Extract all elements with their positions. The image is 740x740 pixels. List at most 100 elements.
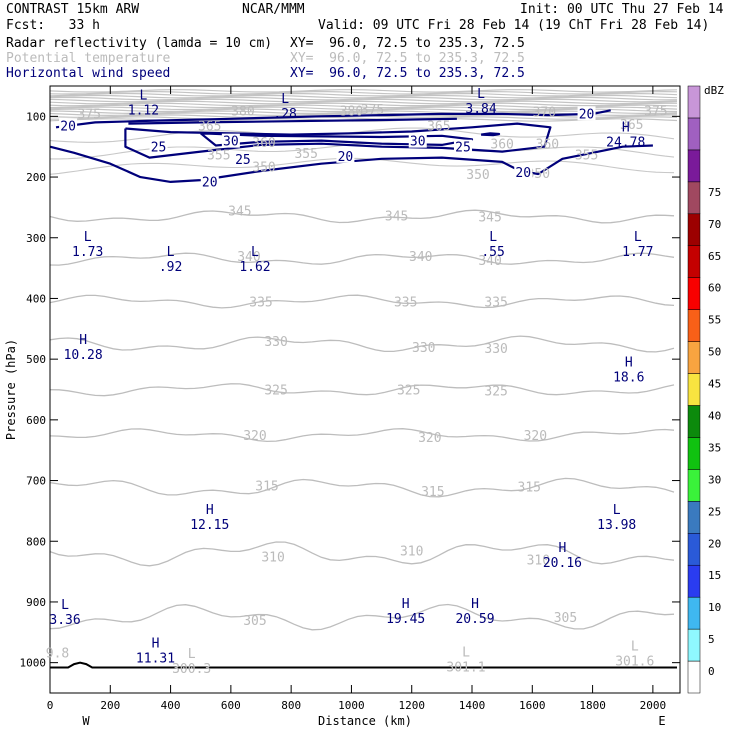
x-tick-label: 1400 [459, 699, 486, 712]
theta-contour-label: 315 [518, 481, 541, 496]
y-axis: 100 200 300 400 500 600 700 800 900 1000 Pressure … [4, 110, 680, 670]
theta-isentrope-upper [49, 94, 678, 99]
extremum-marker: L [477, 87, 485, 102]
theta-contour-label: 310 [261, 550, 284, 565]
colorbar-unit: dBZ [704, 84, 724, 97]
wind-label-bg [453, 139, 472, 154]
theta-contour-label: 350 [527, 167, 550, 182]
theta-contour-label: 355 [207, 149, 230, 164]
colorbar-cell [687, 277, 701, 310]
theta-contour-label: 375 [77, 107, 100, 122]
y-tick-label: 100 [26, 110, 46, 123]
theta-isentrope [49, 294, 675, 309]
theta-contour-label: 305 [554, 611, 577, 626]
terrain-surface-line [50, 661, 677, 669]
extremum-marker: H [559, 541, 567, 556]
theta-isentrope-upper [49, 102, 677, 107]
colorbar-tick-label: 25 [708, 505, 721, 518]
colorbar-cell [687, 117, 701, 151]
y-tick-label: 500 [26, 353, 46, 366]
colorbar-cell [687, 245, 701, 278]
wind-label-bg [200, 174, 219, 189]
theta-contour-label: 325 [264, 384, 287, 399]
theta-isentrope-upper [49, 108, 678, 113]
theta-contour-label: 345 [478, 211, 501, 226]
field-reflectivity-xy: XY= 96.0, 72.5 to 235.3, 72.5 [290, 36, 525, 51]
y-tick-label: 900 [26, 596, 46, 609]
wind-contour-label: 25 [235, 153, 251, 168]
field-theta-name: Potential temperature [6, 51, 171, 66]
colorbar-cell [687, 213, 701, 246]
theta-contour-label: 335 [484, 295, 507, 310]
theta-isentrope-upper [49, 98, 678, 103]
x-tick-label: 1200 [398, 699, 425, 712]
extremum-value: 301.6 [615, 655, 654, 670]
colorbar-cell [687, 437, 701, 470]
y-tick-label: 700 [26, 475, 46, 488]
extremum-value: 301.1 [446, 661, 485, 676]
wind-contour-label: 20 [202, 175, 218, 190]
extremum-marker: H [471, 597, 479, 612]
extremum-value: .28 [273, 107, 296, 122]
extremum-value: 19.45 [386, 612, 425, 627]
theta-contour-label: 355 [575, 149, 598, 164]
extremum-marker: H [622, 121, 630, 136]
theta-isentrope [49, 335, 675, 353]
theta-contour-label: 365 [427, 119, 450, 134]
x-tick-label: 1000 [338, 699, 365, 712]
extremum-value: 10.28 [64, 348, 103, 363]
theta-isentrope [49, 252, 675, 266]
theta-contour-label: 350 [466, 168, 489, 183]
extremum-marker: L [251, 245, 259, 260]
theta-isentrope [49, 428, 675, 443]
theta-isentrope [49, 541, 675, 567]
theta-contour-label: 360 [536, 138, 559, 153]
theta-isentrope-upper [49, 100, 678, 105]
wind-speed-contours [49, 109, 677, 669]
extremum-marker: H [79, 333, 87, 348]
theta-contour-label: 345 [228, 204, 251, 219]
theta-contour-label: 325 [484, 385, 507, 400]
theta-contour-label: 310 [400, 544, 423, 559]
plot-border [49, 85, 681, 694]
wind-contour-label: 20 [515, 166, 531, 181]
colorbar-tick-label: 35 [708, 441, 721, 454]
plot-frame [49, 85, 681, 694]
wind-contour-label: 20 [60, 119, 76, 134]
theta-isentrope [49, 209, 675, 224]
extremum-value: 1.77 [622, 245, 653, 260]
valid-time: Valid: 09 UTC Fri 28 Feb 14 (19 ChT Fri … [318, 18, 710, 33]
theta-contour-label: 345 [385, 209, 408, 224]
theta-contour-label: 355 [294, 147, 317, 162]
extremum-marker: L [489, 230, 497, 245]
field-wind-name: Horizontal wind speed [6, 66, 171, 81]
wind-contour-label: 25 [151, 141, 167, 156]
x-tick-label: 0 [47, 699, 54, 712]
theta-contour-label: 375 [361, 103, 384, 118]
extremum-value: 1.62 [239, 260, 270, 275]
extremum-value: 300.3 [172, 662, 211, 677]
wind-label-bg [149, 139, 168, 154]
theta-contours [49, 89, 678, 631]
theta-contour-label: 325 [397, 384, 420, 399]
theta-contour-label: 335 [394, 295, 417, 310]
extremum-marker: L [462, 646, 470, 661]
extremum-value: 20.16 [543, 556, 582, 571]
extremum-marker: H [625, 355, 633, 370]
forecast-hour: Fcst: 33 h [6, 18, 100, 33]
theta-isentrope-jet [49, 157, 675, 175]
extremum-marker: L [61, 598, 69, 613]
x-tick-label: 1600 [519, 699, 546, 712]
theta-contour-label: 340 [409, 250, 432, 265]
colorbar-cell [687, 373, 701, 406]
y-axis-title: Pressure (hPa) [4, 339, 18, 440]
theta-contour-label: 370 [533, 105, 556, 120]
colorbar-cell [687, 405, 701, 438]
colorbar-tick-label: 0 [708, 665, 715, 678]
theta-contour-label: 360 [252, 136, 275, 151]
colorbar-tick-label: 55 [708, 314, 721, 327]
x-axis-title: Distance (km) [318, 714, 412, 728]
theta-contour-label: 315 [421, 485, 444, 500]
colorbar-cell [687, 341, 701, 374]
